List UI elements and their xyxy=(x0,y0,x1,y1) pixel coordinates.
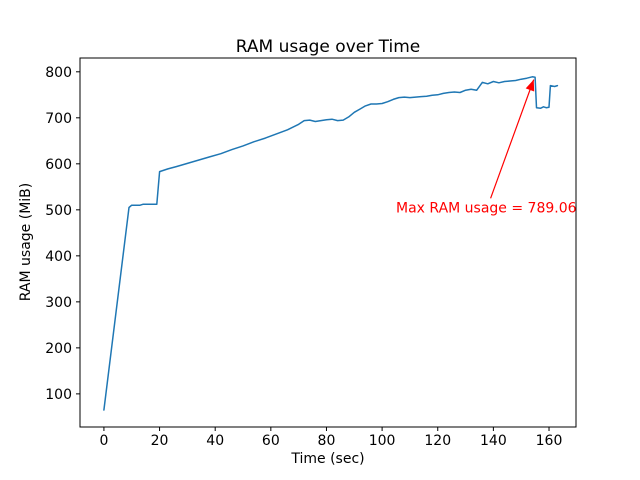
x-tick-label: 160 xyxy=(536,433,563,449)
x-tick-label: 60 xyxy=(262,433,280,449)
x-axis-label: Time (sec) xyxy=(291,451,365,467)
y-tick-label: 800 xyxy=(45,65,72,81)
chart-title: RAM usage over Time xyxy=(235,37,421,57)
y-tick-label: 700 xyxy=(45,111,72,127)
y-tick-label: 600 xyxy=(45,157,72,173)
ram-usage-line xyxy=(103,76,559,411)
annotation-arrow xyxy=(490,79,535,199)
x-tick-label: 0 xyxy=(99,433,108,449)
annotation-text: Max RAM usage = 789.06 xyxy=(396,201,577,217)
y-tick-label: 400 xyxy=(45,249,72,265)
y-tick-label: 500 xyxy=(45,203,72,219)
x-tick-label: 40 xyxy=(206,433,224,449)
y-axis-label: RAM usage (MiB) xyxy=(18,182,34,302)
x-tick-label: 80 xyxy=(318,433,336,449)
x-tick-label: 120 xyxy=(424,433,451,449)
y-tick-label: 100 xyxy=(45,387,72,403)
x-tick-label: 20 xyxy=(151,433,169,449)
x-tick-label: 100 xyxy=(369,433,396,449)
plot-border xyxy=(79,57,577,428)
y-tick-label: 300 xyxy=(45,295,72,311)
y-tick-label: 200 xyxy=(45,341,72,357)
x-tick-label: 140 xyxy=(480,433,507,449)
annotation-arrowhead xyxy=(525,79,535,92)
